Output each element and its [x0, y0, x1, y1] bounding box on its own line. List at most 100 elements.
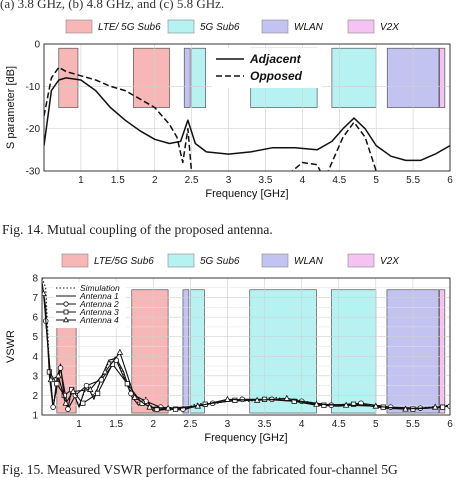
plot-frame	[43, 43, 451, 172]
band-legend-swatch	[261, 19, 289, 34]
fig14-caption: Fig. 14. Mutual coupling of the proposed…	[2, 222, 273, 237]
frequency-band	[439, 47, 446, 108]
legend-marker	[63, 309, 69, 315]
y-tick-label: -20	[26, 124, 41, 135]
x-tick-label: 4.5	[332, 175, 346, 186]
data-point	[62, 399, 70, 406]
y-axis-label: VSWR	[5, 330, 17, 363]
data-point	[372, 402, 380, 409]
data-point	[86, 385, 94, 392]
data-point	[46, 369, 53, 375]
data-point	[131, 393, 138, 400]
mutual-coupling-chart: LTE/ 5G Sub6 5G Sub6 WLAN V2X 1 1.5 2 2.5 3 3.5 4 4…	[5, 19, 453, 200]
data-point	[253, 396, 261, 403]
frequency-band	[330, 289, 377, 414]
frequency-band	[191, 47, 207, 108]
legend-marker	[62, 316, 70, 323]
x-tick-label: 1.5	[111, 175, 125, 186]
data-point	[80, 400, 86, 406]
band-legend-swatch	[347, 253, 375, 268]
frequency-band	[249, 289, 317, 414]
legend-label: Antenna 2	[79, 299, 119, 309]
data-point	[124, 381, 130, 387]
y-axis-label: S parameter [dB]	[5, 66, 17, 149]
frequency-band	[439, 289, 446, 414]
x-tick-label: 5	[373, 175, 379, 186]
band-legend-swatch	[261, 253, 289, 268]
series-legend-box	[212, 48, 322, 88]
y-tick-label: 3	[32, 371, 38, 382]
data-point	[283, 394, 291, 401]
data-point	[232, 397, 238, 403]
band-legend-label: LTE/ 5G Sub6	[98, 22, 161, 33]
data-point	[116, 348, 124, 355]
band-legend-swatch	[167, 253, 195, 268]
series-line-opposed	[44, 66, 377, 171]
series-line-adjacent	[44, 77, 450, 162]
data-point	[57, 365, 64, 371]
data-point	[342, 401, 350, 408]
band-legend-swatch	[347, 19, 375, 34]
x-tick-label: 4	[300, 175, 306, 186]
band-legend-label: WLAN	[294, 256, 324, 267]
data-point	[439, 404, 446, 410]
data-point	[224, 395, 231, 402]
data-point	[313, 400, 320, 407]
band-legend-label: LTE/5G Sub6	[94, 256, 154, 267]
y-tick-label: -10	[26, 82, 41, 93]
band-legend-label: 5G Sub6	[200, 256, 240, 267]
previous-figure-caption: (a) 3.8 GHz, (b) 4.8 GHz, and (c) 5.8 GH…	[0, 0, 225, 11]
x-tick-label: 1.5	[109, 419, 123, 430]
data-point	[69, 387, 77, 394]
x-tick-label: 4	[299, 419, 305, 430]
data-point	[194, 402, 202, 409]
data-point	[172, 406, 179, 412]
x-tick-label: 6	[447, 419, 453, 430]
data-point	[321, 402, 327, 408]
x-tick-label: 5.5	[406, 419, 420, 430]
x-tick-label: 3.5	[258, 419, 272, 430]
y-tick-label: 6	[32, 313, 38, 324]
data-point	[146, 403, 153, 410]
x-tick-label: 3.5	[259, 175, 273, 186]
data-point	[431, 403, 439, 410]
x-tick-label: 6	[447, 175, 453, 186]
x-tick-label: 1	[78, 175, 84, 186]
x-tick-label: 3	[225, 419, 231, 430]
legend-label: Antenna 4	[79, 315, 119, 325]
data-point	[154, 406, 160, 412]
y-tick-label: 2	[32, 391, 38, 402]
data-point	[65, 406, 71, 412]
legend-label-adjacent: Adjacent	[249, 52, 302, 66]
data-point	[447, 403, 450, 409]
band-legend-swatch	[65, 19, 93, 34]
x-tick-label: 3	[226, 175, 232, 186]
band-legend-label: 5G Sub6	[200, 22, 240, 33]
y-tick-label: 1	[32, 411, 38, 422]
band-legend-label: WLAN	[294, 22, 324, 33]
y-tick-label: 4	[32, 352, 38, 363]
frequency-band	[131, 289, 169, 414]
data-point	[101, 368, 109, 375]
band-legend-label: V2X	[380, 22, 399, 33]
y-tick-label: 8	[32, 274, 38, 285]
legend-label-opposed: Opposed	[250, 69, 303, 83]
plot-frame	[41, 277, 451, 416]
x-tick-label: 2	[152, 175, 158, 186]
legend-label: Antenna 1	[79, 291, 119, 301]
data-point	[83, 382, 90, 389]
x-tick-label: 5.5	[406, 175, 420, 186]
legend-label: Simulation	[80, 283, 120, 293]
frequency-band	[132, 47, 170, 108]
series-line-antenna-4	[42, 293, 436, 410]
x-axis-label: Frequency [GHz]	[204, 432, 287, 444]
series-group	[44, 66, 450, 171]
band-legend-swatch	[61, 253, 89, 268]
y-tick-label: 0	[34, 40, 40, 51]
data-point	[55, 372, 62, 379]
series-group	[42, 278, 450, 412]
legend-label: Antenna 3	[79, 307, 119, 317]
data-point	[350, 401, 357, 407]
x-tick-label: 2.5	[185, 175, 199, 186]
x-axis-label: Frequency [GHz]	[205, 188, 288, 200]
